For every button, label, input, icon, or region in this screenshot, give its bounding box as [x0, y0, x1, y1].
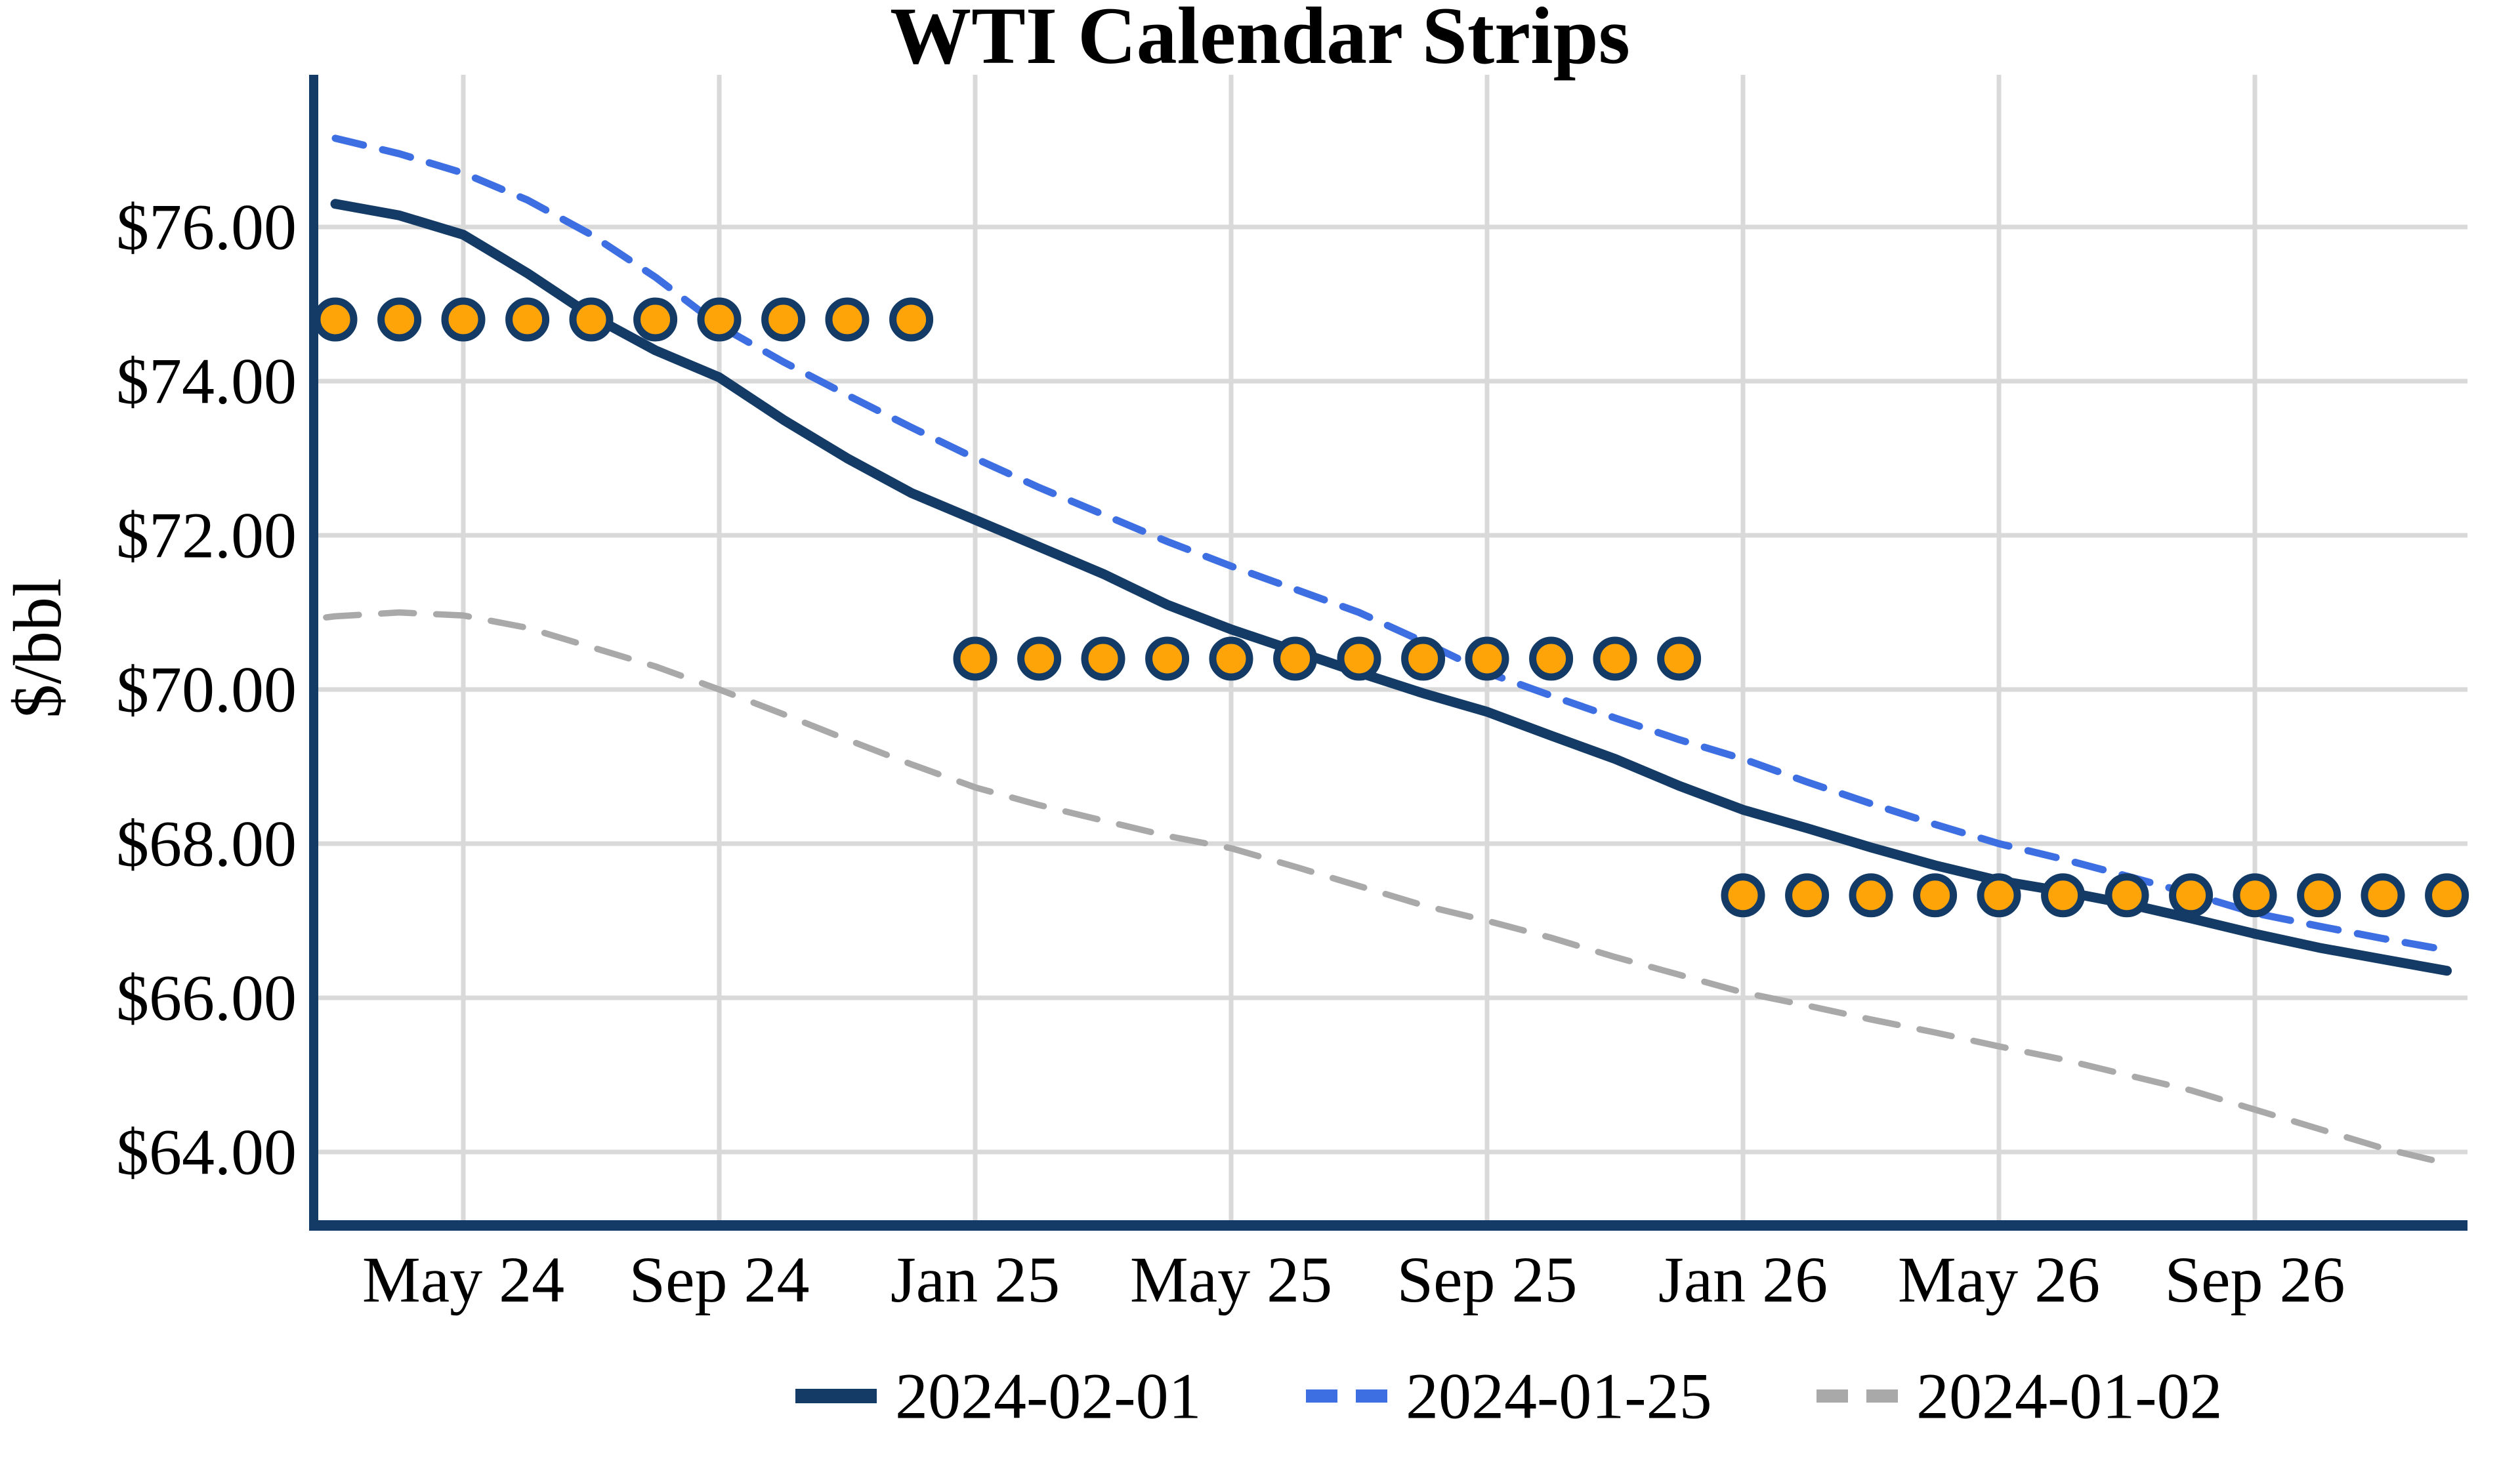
series-line-2024-01-25 [331, 134, 2451, 954]
x-tick-label: Sep 24 [629, 1243, 810, 1316]
x-tick-label: May 25 [1130, 1243, 1332, 1316]
strip-dot [1145, 636, 1190, 681]
axes [309, 75, 2468, 1231]
strip-dot [953, 636, 998, 681]
strip-dot [2425, 873, 2469, 918]
strip-dot [2233, 873, 2277, 918]
strip-dot [1593, 636, 1637, 681]
y-tick-label: $70.00 [116, 653, 297, 726]
strip-dot [1081, 636, 1125, 681]
series-line-2024-02-01 [330, 199, 2452, 976]
x-axis-line [309, 1220, 2468, 1231]
strip-dot [1977, 873, 2021, 918]
strip-dot [2361, 873, 2405, 918]
strip-dot [633, 297, 678, 342]
legend-label-2024-01-25: 2024-01-25 [1406, 1360, 1712, 1433]
x-tick-label: May 26 [1898, 1243, 2100, 1316]
strip-dot [825, 297, 870, 342]
strip-dot [505, 297, 550, 342]
strip-dot [1529, 636, 1574, 681]
legend-label-2024-02-01: 2024-02-01 [895, 1360, 1202, 1433]
legend-label-2024-01-02: 2024-01-02 [1916, 1360, 2223, 1433]
strip-dot [2297, 873, 2342, 918]
strip-dot [1209, 636, 1253, 681]
series-line-2024-01-02 [314, 609, 2450, 1167]
legend: 2024-02-01 2024-01-25 2024-01-02 [795, 1360, 2223, 1433]
chart-title: WTI Calendar Strips [890, 0, 1630, 81]
x-tick-label: Sep 26 [2165, 1243, 2345, 1316]
strip-dot [1465, 636, 1509, 681]
y-tick-label: $74.00 [116, 345, 297, 418]
legend-item-2024-02-01: 2024-02-01 [795, 1360, 1202, 1433]
strip-dot [1657, 636, 1702, 681]
strip-dot [2105, 873, 2149, 918]
strip-dot [761, 297, 806, 342]
strip-dot [1273, 636, 1318, 681]
strip-dot [313, 297, 358, 342]
strip-dot [1849, 873, 1893, 918]
strip-dot [1785, 873, 1830, 918]
legend-item-2024-01-02: 2024-01-02 [1816, 1360, 2223, 1433]
strip-dot [2041, 873, 2086, 918]
strip-dot [1337, 636, 1381, 681]
legend-item-2024-01-25: 2024-01-25 [1306, 1360, 1712, 1433]
strip-dot [697, 297, 742, 342]
strip-dot [1401, 636, 1446, 681]
series-lines [314, 134, 2452, 1167]
x-tick-label: Sep 25 [1397, 1243, 1578, 1316]
strip-dot [889, 297, 934, 342]
y-axis-tick-labels: $76.00 $74.00 $72.00 $70.00 $68.00 $66.00 $64.… [116, 191, 297, 1189]
y-tick-label: $68.00 [116, 808, 297, 880]
x-axis-tick-labels: May 24 Sep 24 Jan 25 May 25 Sep 25 Jan 26 May … [362, 1243, 2345, 1316]
y-tick-label: $64.00 [116, 1116, 297, 1189]
strip-dot [2169, 873, 2214, 918]
y-tick-label: $72.00 [116, 499, 297, 572]
y-tick-label: $76.00 [116, 191, 297, 264]
strip-dot [377, 297, 422, 342]
strip-dot [441, 297, 486, 342]
x-tick-label: Jan 25 [891, 1243, 1060, 1316]
y-axis-line [309, 75, 318, 1231]
y-axis-title: $/bbl [0, 578, 75, 718]
calendar-strip-dots [313, 297, 2469, 918]
strip-dot [1017, 636, 1062, 681]
strip-dot [569, 297, 614, 342]
x-tick-label: Jan 26 [1658, 1243, 1828, 1316]
y-tick-label: $66.00 [116, 962, 297, 1035]
strip-dot [1721, 873, 1765, 918]
x-tick-label: May 24 [362, 1243, 564, 1316]
strip-dot [1913, 873, 1958, 918]
